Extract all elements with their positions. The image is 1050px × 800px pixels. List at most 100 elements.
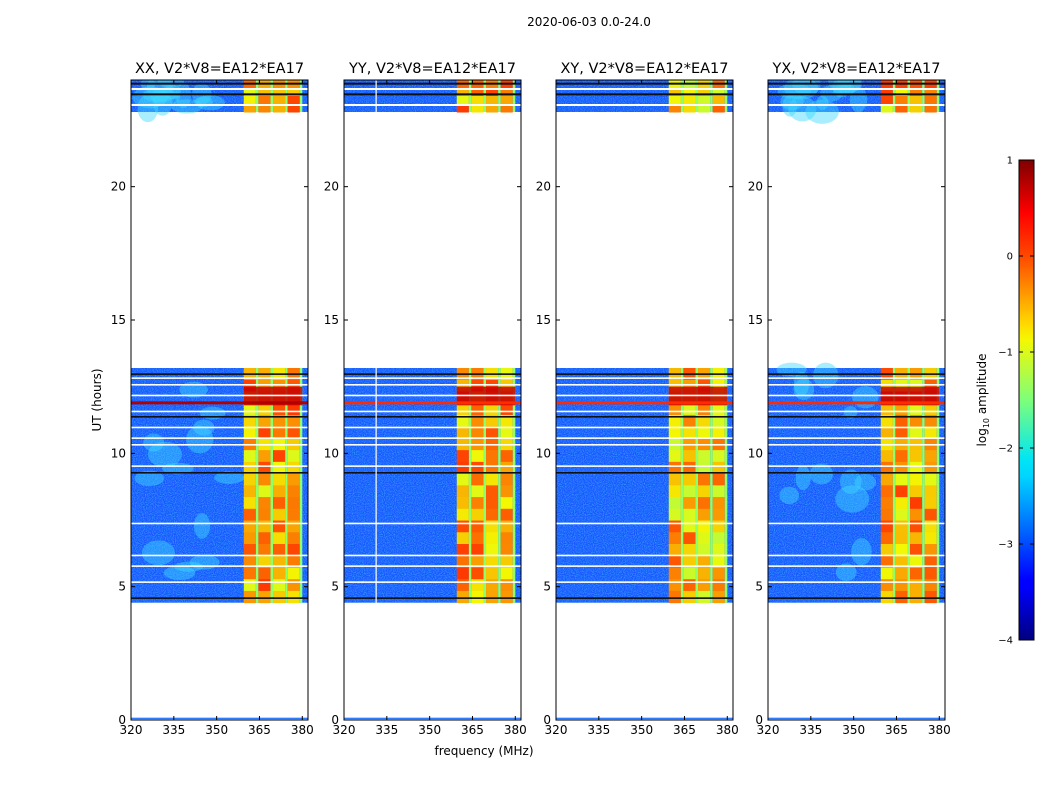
rfi-cell-2-0-3-14 [712, 532, 725, 545]
ytick-label-0-1: 5 [118, 580, 126, 594]
rfi-cell-0-0-1-5 [258, 426, 271, 439]
rfi-cell-3-0-0-11 [880, 497, 893, 510]
xtick-label-2-1: 335 [587, 723, 610, 737]
patch-3-1-3 [788, 96, 817, 122]
xtick-label-1-3: 365 [461, 723, 484, 737]
rfi-sep-1-0-0 [468, 368, 472, 603]
patch-3-0-0 [843, 406, 858, 419]
rfi-cell-0-0-2-4 [273, 414, 286, 428]
patch-3-0-9 [835, 485, 870, 513]
flag-line-0-5 [131, 472, 308, 474]
rfi-cell-2-1-1-1 [683, 88, 696, 97]
rfi-cell-3-0-0-16 [880, 555, 893, 568]
rfi-cell-3-1-0-1 [880, 88, 893, 97]
rfi-cell-2-0-3-8 [712, 461, 725, 475]
rfi-cell-2-0-2-5 [698, 426, 711, 439]
cbar-tick-label-1: 0 [1007, 252, 1013, 263]
flag-line-2-11 [556, 410, 733, 413]
panel-2: 320 335 350 365 380 0 5 10 15 20 XY, V2*V8=EA12*EA… [536, 61, 739, 737]
rfi-cell-1-0-1-14 [471, 532, 484, 545]
cbar-tick-label-3: −2 [998, 444, 1013, 455]
rfi-cell-0-1-3-1 [287, 88, 300, 97]
rfi-cell-2-0-1-15 [683, 544, 696, 557]
flag-line-2-7 [556, 444, 733, 446]
rfi-cell-0-0-3-13 [287, 520, 300, 533]
rfi-cell-1-0-2-19 [486, 590, 499, 604]
rfi-cell-2-0-2-13 [698, 520, 711, 533]
xtick-label-2-0: 320 [545, 723, 568, 737]
rfi-sep-1-0-1 [483, 368, 487, 603]
rfi-cell-1-0-0-12 [456, 508, 469, 522]
flag-line-top-1-3 [344, 82, 521, 85]
ytick-label-3-4: 20 [748, 180, 763, 194]
rfi-cell-2-0-2-15 [698, 544, 711, 557]
rfi-cell-0-0-1-4 [258, 414, 271, 428]
flag-line-top-2-3 [556, 82, 733, 85]
rfi-cell-0-1-2-1 [273, 88, 286, 97]
rfi-cell-0-0-1-16 [258, 555, 271, 568]
rfi-cell-3-0-1-5 [895, 426, 908, 439]
rfi-cell-1-0-0-15 [456, 544, 469, 557]
rfi-cell-2-0-0-18 [668, 579, 681, 592]
xtick-label-3-2: 350 [842, 723, 865, 737]
rfi-cell-3-0-3-13 [924, 520, 937, 533]
flag-line-0-15 [131, 373, 308, 375]
rfi-cell-3-1-2-1 [910, 88, 923, 97]
rfi-cell-1-0-2-14 [486, 532, 499, 545]
flag-line-1-2 [344, 565, 521, 567]
rfi-sep-3-1-2 [922, 80, 925, 112]
rfi-cell-3-0-1-18 [895, 579, 908, 592]
patch-3-1-11 [816, 95, 829, 110]
rfi-cell-2-0-1-14 [683, 532, 696, 545]
xtick-label-0-2: 350 [205, 723, 228, 737]
rfi-cell-1-0-3-7 [500, 450, 513, 463]
rfi-cell-0-1-1-2 [258, 96, 271, 105]
rfi-sep-2-1-1 [695, 80, 699, 112]
heatmap-2 [556, 80, 733, 720]
panel-3: 320 335 350 365 380 0 5 10 15 20 YX, V2*V8=EA12*EA… [748, 61, 951, 737]
rfi-cell-0-0-0-13 [243, 520, 256, 533]
panels: 320 335 350 365 380 0 5 10 15 20 XX, V2*V8=EA12*EA… [111, 61, 951, 737]
rfi-cell-0-0-2-5 [273, 426, 286, 439]
rfi-cell-2-0-0-9 [668, 473, 681, 486]
rfi-cell-0-0-0-8 [243, 461, 256, 475]
rfi-cell-2-0-0-4 [668, 414, 681, 428]
heatmap-1 [344, 80, 521, 720]
patch-3-0-4 [812, 362, 839, 389]
rfi-cell-2-0-1-5 [683, 426, 696, 439]
rfi-cell-1-0-3-3 [500, 403, 513, 416]
flag-line-3-2 [768, 565, 945, 567]
rfi-cell-2-0-3-15 [712, 544, 725, 557]
rfi-cell-2-0-1-10 [683, 485, 696, 498]
flag-line-2-10 [556, 416, 733, 418]
rfi-cell-0-0-2-16 [273, 555, 286, 568]
flag-line-top-2-0 [556, 104, 733, 106]
patch-0-0-4 [141, 540, 175, 566]
rfi-cell-3-0-3-19 [924, 590, 937, 604]
rfi-cell-3-0-3-15 [924, 544, 937, 557]
ytick-label-1-0: 0 [331, 713, 339, 727]
rfi-cell-0-0-2-14 [273, 532, 286, 545]
flag-line-1-13 [344, 384, 521, 386]
flag-line-top-0-1 [131, 93, 308, 96]
ytick-label-1-2: 10 [324, 446, 339, 460]
rfi-cell-1-1-2-3 [486, 104, 499, 113]
rfi-cell-3-1-0-2 [880, 96, 893, 105]
rfi-cell-2-0-1-13 [683, 520, 696, 533]
rfi-cell-1-0-2-5 [486, 426, 499, 439]
rfi-cell-3-0-1-11 [895, 497, 908, 510]
colorbar-ticks: 1 0 −1 −2 −3 −4 [998, 156, 1034, 647]
rfi-cell-3-0-2-10 [910, 485, 923, 498]
rfi-cell-0-0-1-12 [258, 508, 271, 522]
rfi-cell-0-0-1-13 [258, 520, 271, 533]
hot-line-2 [556, 401, 733, 405]
rfi-cell-1-0-0-13 [456, 520, 469, 533]
rfi-cell-2-0-3-9 [712, 473, 725, 486]
strip-zero-2 [556, 717, 733, 720]
rfi-cell-3-0-0-8 [880, 461, 893, 475]
flag-line-1-4 [344, 522, 521, 525]
rfi-sep-0-0-2 [285, 368, 288, 603]
flag-line-2-1 [556, 581, 733, 583]
rfi-cell-1-0-3-10 [500, 485, 513, 498]
flag-line-top-1-0 [344, 104, 521, 106]
